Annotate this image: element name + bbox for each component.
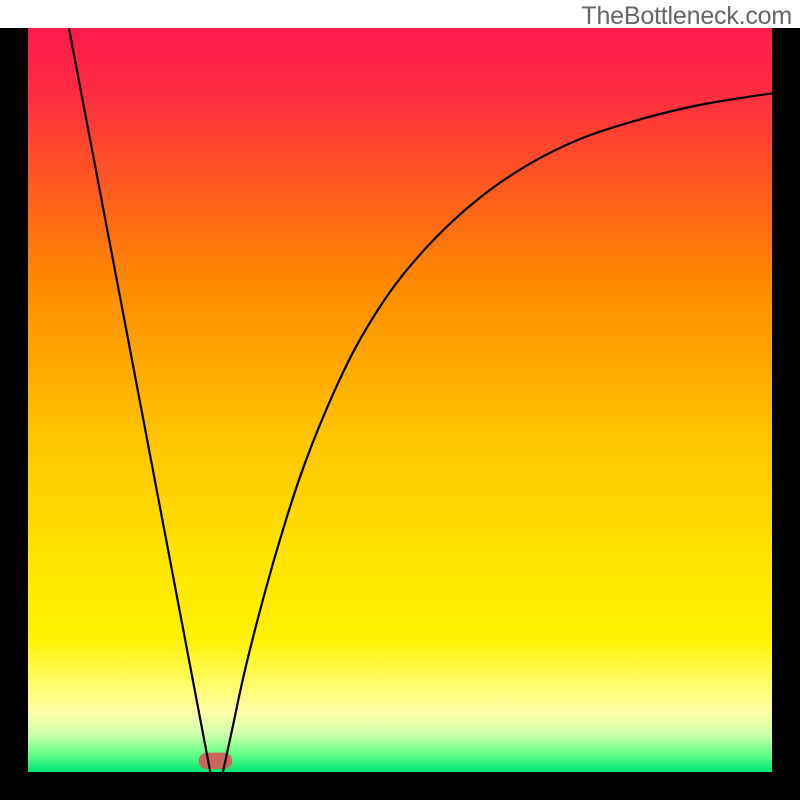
watermark-text: TheBottleneck.com <box>581 2 792 31</box>
chart-svg <box>0 0 800 800</box>
chart-container: TheBottleneck.com <box>0 0 800 800</box>
